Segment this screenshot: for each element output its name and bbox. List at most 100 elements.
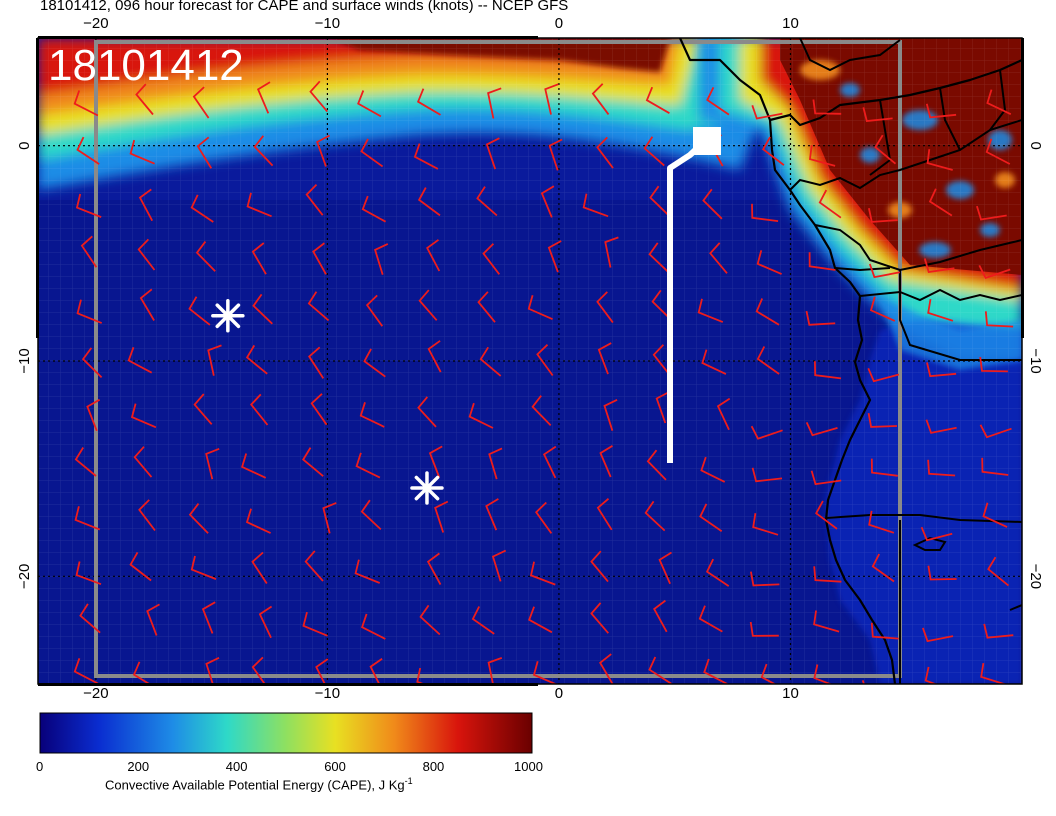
wind-barb	[603, 398, 618, 431]
wind-barb	[357, 90, 382, 118]
wind-barb	[582, 193, 609, 218]
wind-barb	[814, 361, 842, 380]
wind-barb	[925, 419, 957, 434]
wind-barb	[302, 611, 328, 637]
wind-barb	[305, 183, 324, 216]
wind-barb	[130, 403, 157, 429]
wind-barb	[434, 500, 449, 533]
wind-barb	[979, 424, 1012, 439]
wind-barb	[597, 342, 612, 375]
y-tick-label-right-1: −10	[1027, 348, 1044, 373]
wind-barb	[251, 551, 268, 584]
wind-barb	[207, 344, 222, 376]
wind-barb	[925, 103, 957, 119]
asterisk-marker-0	[211, 299, 245, 333]
wind-barb	[146, 603, 160, 636]
wind-barb	[427, 340, 442, 373]
wind-barb	[76, 136, 100, 165]
position-markers	[211, 299, 444, 505]
wind-barb	[596, 136, 614, 169]
wind-barb	[196, 136, 213, 169]
wind-barb	[360, 138, 384, 168]
wind-barb	[365, 294, 384, 327]
wind-barb	[868, 208, 898, 223]
wind-barb	[256, 81, 271, 114]
wind-barb	[74, 447, 97, 477]
wind-barb	[651, 289, 672, 321]
x-tick-label-bottom-0: −20	[83, 685, 108, 702]
wind-barb	[976, 205, 1007, 221]
wind-barb	[418, 289, 438, 321]
wind-barb	[709, 242, 728, 274]
wind-barb	[547, 240, 562, 273]
wind-barb	[544, 83, 559, 115]
colorbar-label-text: Convective Available Potential Energy (C…	[105, 777, 405, 793]
y-tick-label-left-1: −10	[16, 348, 33, 373]
wind-barb	[706, 87, 730, 116]
wind-barb	[752, 513, 779, 536]
date-stamp: 18101412	[48, 41, 244, 90]
wind-barb	[981, 457, 1009, 476]
wind-barb	[762, 136, 785, 166]
wind-barb	[926, 149, 953, 171]
y-tick-label-right-0: 0	[1027, 141, 1044, 149]
wind-barb	[756, 250, 782, 275]
x-tick-label-top-2: 0	[555, 15, 563, 32]
wind-barb	[805, 422, 838, 437]
colorbar-tick-1: 200	[127, 759, 150, 774]
wind-barb	[540, 185, 555, 218]
wind-barb	[485, 498, 499, 531]
wind-barb	[369, 658, 383, 684]
wind-barb	[76, 299, 103, 324]
wind-barb	[361, 195, 387, 223]
y-tick-label-right-2: −20	[1027, 564, 1044, 589]
wind-barb	[643, 136, 665, 167]
wind-barb	[81, 347, 103, 379]
wind-barb	[137, 238, 156, 271]
y-tick-label-left-0: 0	[16, 141, 33, 149]
wind-barb	[812, 99, 842, 115]
wind-barb	[591, 83, 610, 115]
wind-barb	[983, 623, 1014, 639]
x-tick-label-bottom-3: 10	[782, 685, 799, 702]
wind-barb	[241, 453, 267, 479]
wind-barb	[251, 656, 266, 684]
wind-barb	[980, 662, 1007, 684]
wind-barb	[923, 258, 955, 274]
wind-barb	[190, 555, 217, 580]
wind-barb	[360, 499, 382, 531]
wind-barb	[73, 90, 99, 117]
wind-barb	[590, 550, 609, 583]
wind-barb	[245, 508, 271, 534]
wind-barb	[428, 445, 443, 478]
wind-barb	[749, 621, 779, 637]
wind-barb	[419, 604, 441, 636]
wind-barb	[750, 571, 780, 587]
wind-barb	[258, 605, 273, 639]
wind-barb	[302, 447, 324, 477]
wind-barb	[252, 293, 273, 325]
wind-barb	[363, 348, 386, 378]
wind-barb	[590, 602, 609, 634]
wind-barb	[697, 298, 724, 323]
wind-barb	[417, 396, 437, 428]
colorbar-tick-3: 600	[324, 759, 346, 774]
colorbar-tick-2: 400	[225, 759, 248, 774]
wind-barb	[531, 395, 552, 427]
wind-barb	[645, 86, 670, 114]
wind-barb	[73, 658, 99, 684]
wind-barb	[755, 298, 780, 326]
wind-barb	[596, 291, 614, 324]
wind-barb	[751, 105, 783, 120]
wind-barb	[479, 346, 502, 377]
asterisk-marker-1	[410, 471, 444, 505]
wind-barb	[700, 456, 726, 483]
wind-barb	[195, 241, 216, 272]
wind-barb	[139, 288, 155, 321]
colorbar-tick-0: 0	[36, 759, 44, 774]
wind-barb	[413, 143, 439, 170]
wind-barb	[416, 88, 441, 116]
wind-barb	[699, 503, 723, 532]
wind-barb	[701, 349, 727, 375]
wind-barb	[253, 135, 274, 167]
